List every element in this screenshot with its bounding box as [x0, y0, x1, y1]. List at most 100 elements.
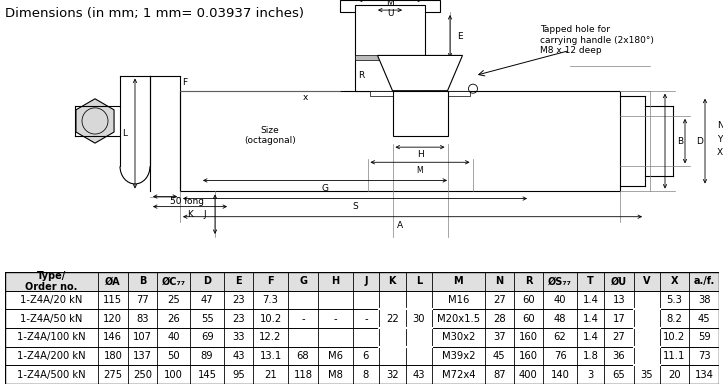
Text: 47: 47 [201, 295, 213, 305]
Text: 180: 180 [103, 351, 122, 361]
Text: 10.2: 10.2 [663, 332, 685, 342]
Text: 77: 77 [137, 295, 149, 305]
Text: 1.4: 1.4 [583, 314, 599, 324]
Text: N: N [716, 122, 723, 130]
Text: D: D [203, 276, 211, 286]
Text: 137: 137 [133, 351, 153, 361]
Text: 83: 83 [137, 314, 149, 324]
Text: N: N [495, 276, 503, 286]
Text: M30x2: M30x2 [442, 332, 475, 342]
Text: M6: M6 [328, 351, 343, 361]
Text: K: K [388, 276, 396, 286]
Text: Y: Y [717, 135, 723, 144]
Text: M: M [416, 166, 423, 175]
Text: X: X [670, 276, 678, 286]
Text: 45: 45 [493, 351, 505, 361]
Text: 32: 32 [386, 370, 398, 380]
Text: 22: 22 [386, 314, 398, 324]
Text: J: J [364, 276, 368, 286]
Text: 160: 160 [519, 332, 538, 342]
Text: 275: 275 [103, 370, 122, 380]
Text: Dimensions (in mm; 1 mm= 0.03937 inches): Dimensions (in mm; 1 mm= 0.03937 inches) [5, 7, 304, 20]
Text: 1-Z4A/500 kN: 1-Z4A/500 kN [17, 370, 85, 380]
Text: 69: 69 [201, 332, 213, 342]
Text: G: G [322, 184, 328, 193]
Text: E: E [457, 32, 463, 41]
Text: 17: 17 [612, 314, 625, 324]
Text: G: G [299, 276, 307, 286]
Text: R: R [358, 71, 364, 80]
Text: 8: 8 [363, 370, 369, 380]
Text: -: - [334, 314, 338, 324]
Text: Size
(octagonal): Size (octagonal) [244, 126, 296, 146]
Text: 115: 115 [103, 295, 122, 305]
Text: -: - [301, 314, 305, 324]
Text: 11.1: 11.1 [663, 351, 685, 361]
Text: X: X [717, 148, 723, 157]
Bar [340, 0, 440, 12]
Text: 1-Z4A/20 kN: 1-Z4A/20 kN [20, 295, 82, 305]
Text: 23: 23 [233, 314, 245, 324]
Text: 33: 33 [233, 332, 245, 342]
Text: 1-Z4A/200 kN: 1-Z4A/200 kN [17, 351, 85, 361]
Bar [393, 91, 448, 136]
Text: A: A [397, 221, 403, 230]
Text: 87: 87 [493, 370, 505, 380]
Text: M39x2: M39x2 [442, 351, 475, 361]
Bar [180, 91, 620, 191]
Text: 95: 95 [233, 370, 245, 380]
Text: 1-Z4A/50 kN: 1-Z4A/50 kN [20, 314, 82, 324]
Text: 50 long: 50 long [170, 197, 204, 206]
Text: -: - [645, 323, 649, 333]
Text: 27: 27 [493, 295, 505, 305]
Text: 35: 35 [641, 370, 654, 380]
Text: M20x1.5: M20x1.5 [437, 314, 480, 324]
Text: 38: 38 [698, 295, 710, 305]
Text: 40: 40 [554, 295, 566, 305]
Text: 400: 400 [519, 370, 538, 380]
Text: R: R [525, 276, 532, 286]
Text: 76: 76 [554, 351, 566, 361]
Bar [355, 5, 425, 91]
Text: J: J [204, 210, 206, 219]
Text: 5.3: 5.3 [667, 295, 682, 305]
Text: 73: 73 [698, 351, 711, 361]
Text: M: M [453, 276, 463, 286]
Text: ØA: ØA [105, 276, 121, 286]
Text: 45: 45 [698, 314, 711, 324]
Text: E: E [236, 276, 242, 286]
Text: x: x [302, 93, 308, 102]
Text: 48: 48 [554, 314, 566, 324]
Text: D: D [696, 137, 703, 146]
Text: 21: 21 [264, 370, 277, 380]
Text: 62: 62 [554, 332, 566, 342]
Text: 1.4: 1.4 [583, 295, 599, 305]
Bar [370, 91, 470, 96]
Text: 43: 43 [233, 351, 245, 361]
Text: S: S [352, 202, 358, 211]
Bar [355, 56, 425, 61]
Text: a./f.: a./f. [693, 276, 715, 286]
Text: 107: 107 [133, 332, 153, 342]
Text: 20: 20 [668, 370, 680, 380]
Text: 1-Z4A/100 kN: 1-Z4A/100 kN [17, 332, 85, 342]
Text: -: - [364, 314, 368, 324]
Text: 68: 68 [296, 351, 309, 361]
Text: Type/
Order no.: Type/ Order no. [25, 271, 77, 292]
Text: 1.4: 1.4 [583, 332, 599, 342]
Polygon shape [76, 99, 114, 143]
Text: 60: 60 [522, 314, 535, 324]
Text: B: B [677, 137, 683, 146]
Text: 43: 43 [413, 370, 425, 380]
Text: 160: 160 [519, 351, 538, 361]
Text: 55: 55 [201, 314, 213, 324]
Text: 118: 118 [294, 370, 312, 380]
Text: M: M [386, 0, 394, 7]
Text: 7.3: 7.3 [262, 295, 278, 305]
Text: 60: 60 [522, 295, 535, 305]
Text: T: T [587, 276, 594, 286]
Text: ØC₇₇: ØC₇₇ [162, 276, 186, 286]
Text: 89: 89 [201, 351, 213, 361]
Text: 13.1: 13.1 [260, 351, 282, 361]
Text: L: L [122, 129, 127, 138]
